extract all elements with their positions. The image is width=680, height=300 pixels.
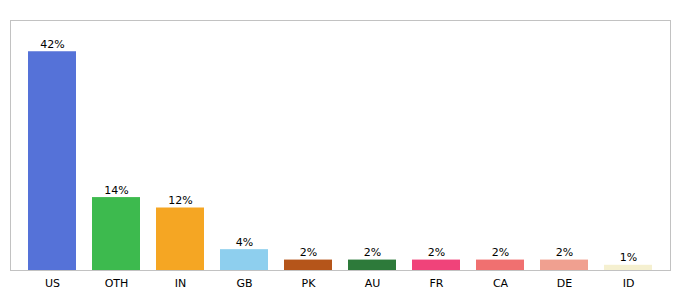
svg-text:AU: AU <box>365 277 381 290</box>
svg-text:CA: CA <box>493 277 509 290</box>
svg-text:PK: PK <box>302 277 317 290</box>
svg-text:2%: 2% <box>428 246 445 259</box>
svg-text:1%: 1% <box>620 251 637 264</box>
svg-text:DE: DE <box>557 277 572 290</box>
svg-text:ID: ID <box>623 277 635 290</box>
svg-text:IN: IN <box>175 277 186 290</box>
svg-text:US: US <box>45 277 60 290</box>
svg-text:OTH: OTH <box>105 277 129 290</box>
svg-text:2%: 2% <box>300 246 317 259</box>
svg-text:2%: 2% <box>556 246 573 259</box>
svg-text:2%: 2% <box>492 246 509 259</box>
svg-text:14%: 14% <box>104 184 128 197</box>
svg-text:4%: 4% <box>236 236 253 249</box>
svg-text:42%: 42% <box>40 38 64 51</box>
svg-text:GB: GB <box>236 277 252 290</box>
svg-text:FR: FR <box>430 277 444 290</box>
svg-text:12%: 12% <box>168 194 192 207</box>
svg-text:2%: 2% <box>364 246 381 259</box>
